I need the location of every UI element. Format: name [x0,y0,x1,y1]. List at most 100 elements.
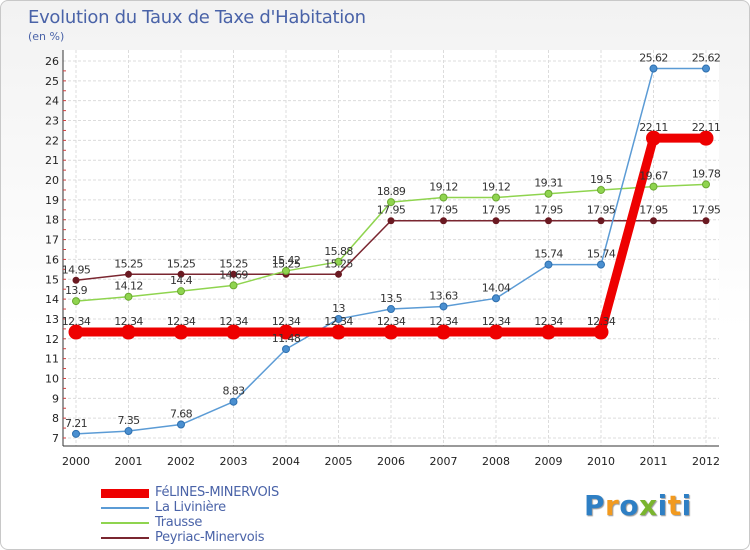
data-point [544,260,553,269]
x-tick-label: 2011 [640,455,668,468]
data-label: 18.89 [377,185,406,198]
data-label: 12.34 [377,315,406,328]
data-label: 12.34 [482,315,511,328]
data-point [387,305,395,314]
data-point [282,266,290,275]
data-point [488,324,504,340]
data-point [492,217,500,225]
data-point [177,270,185,278]
data-point [72,429,80,438]
logo-letter: P [584,489,606,522]
logo-letter: o [619,489,640,522]
data-point [177,287,185,296]
y-tick-label: 18 [45,214,59,227]
data-label: 12.34 [587,315,616,328]
data-label: 15.88 [324,245,353,258]
y-tick-label: 24 [45,95,59,108]
legend-swatch [101,537,149,539]
data-label: 17.95 [377,204,406,217]
data-point [702,217,710,225]
data-label: 14.95 [62,263,91,276]
y-tick-label: 12 [45,333,59,346]
data-label: 14.4 [170,274,193,287]
data-point [230,270,237,278]
data-label: 13.9 [65,284,88,297]
data-point [387,198,395,207]
data-point [650,217,657,225]
y-tick-label: 7 [52,432,59,445]
data-label: 17.95 [639,204,668,217]
series-la-livini-re [72,64,710,438]
data-point [387,217,395,225]
x-tick-label: 2010 [587,455,615,468]
data-label: 17.95 [534,204,563,217]
data-point [121,324,136,340]
data-label: 11.48 [272,332,301,345]
data-point [597,260,605,269]
data-label: 14.69 [219,268,248,281]
logo-letter: i [681,489,692,522]
data-label: 12.34 [534,315,563,328]
data-point [125,270,132,278]
legend-label: Trausse [155,515,203,530]
y-tick-label: 22 [45,134,59,147]
logo-letter: t [667,489,682,522]
data-label: 12.34 [324,315,353,328]
data-label: 15.25 [272,257,301,270]
x-tick-label: 2008 [482,455,510,468]
y-tick-label: 10 [45,372,59,385]
x-tick-label: 2007 [430,455,458,468]
y-tick-label: 25 [45,75,59,88]
data-label: 25.62 [692,52,721,65]
data-point [492,193,500,202]
data-label: 15.25 [219,257,248,270]
series-peyriac-minervois [72,217,710,284]
legend-swatch [101,488,149,498]
data-point [229,397,238,406]
y-tick-label: 11 [45,353,59,366]
data-label: 25.62 [639,52,668,65]
legend-swatch [101,507,149,509]
data-point [440,217,447,225]
data-point [702,64,710,73]
data-point [492,294,500,303]
legend-label: FéLINES-MINERVOIS [155,485,279,500]
data-label: 15.25 [114,257,143,270]
x-tick-label: 2000 [62,455,90,468]
data-label: 12.34 [429,315,458,328]
y-tick-label: 17 [45,234,59,247]
y-tick-label: 16 [45,253,59,266]
y-tick-label: 23 [45,115,59,128]
data-label: 12.34 [114,315,143,328]
data-point [334,257,343,266]
data-label: 13.63 [429,289,458,302]
x-tick-label: 2012 [692,455,720,468]
logo-letter: r [605,489,620,522]
data-point [173,324,189,340]
data-point [278,324,294,340]
legend-label: Peyriac-Minervois [155,530,265,545]
data-point [68,324,84,340]
data-point [124,292,133,301]
data-point [331,324,346,340]
data-label: 19.12 [482,181,511,194]
data-point [229,281,238,290]
data-point [597,185,605,194]
data-label: 13 [332,302,345,315]
data-point [335,270,342,278]
y-tick-label: 21 [45,154,59,167]
chart-subtitle: (en %) [28,30,65,43]
data-label: 7.21 [65,417,87,430]
data-label: 7.68 [170,408,193,421]
data-label: 17.95 [482,204,511,217]
data-point [436,324,451,340]
data-label: 19.12 [429,181,458,194]
data-label: 7.35 [117,414,140,427]
data-point [439,193,448,202]
data-point [439,302,448,311]
data-point [544,189,553,198]
data-label: 17.95 [429,204,458,217]
data-label: 15.74 [534,248,563,261]
